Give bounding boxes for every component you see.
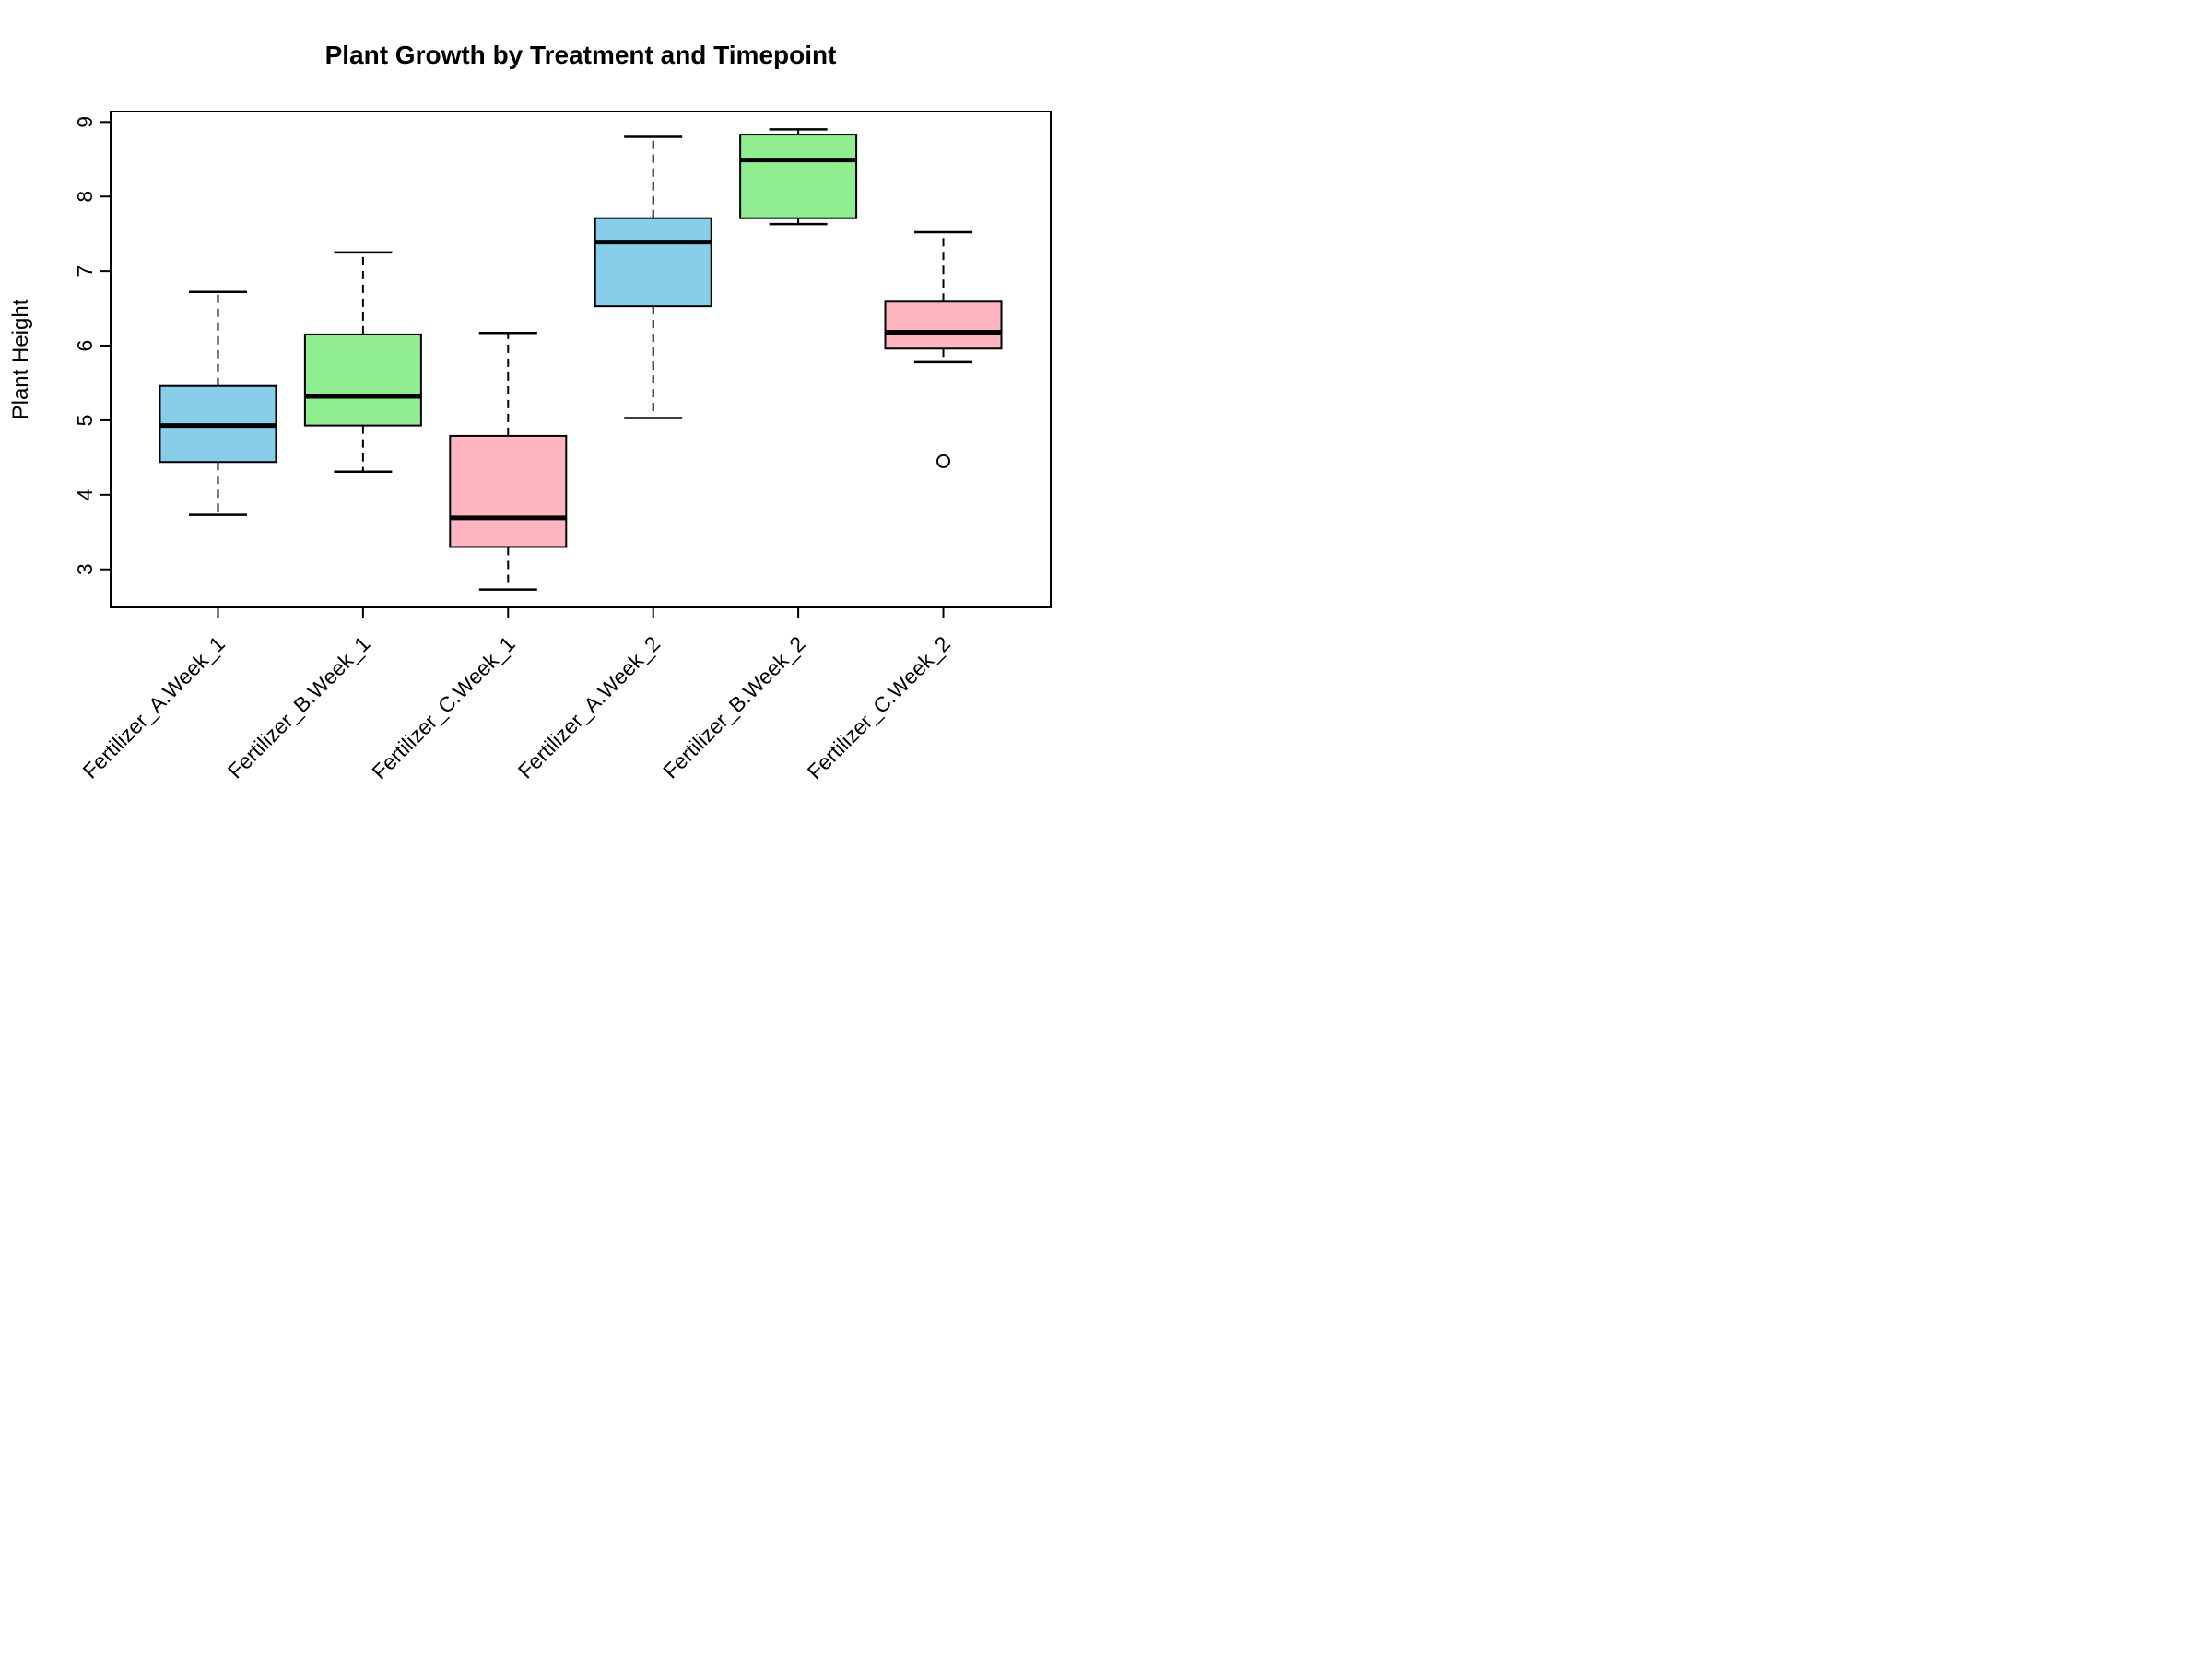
plot-border (110, 111, 1052, 608)
y-tick-label: 3 (73, 563, 97, 575)
y-tick-label: 8 (73, 191, 97, 203)
y-axis-title: Plant Height (8, 299, 33, 419)
x-tick-label: Fertilizer_C.Week_1 (367, 631, 519, 783)
box-rect (884, 300, 1003, 350)
y-tick-label: 6 (73, 340, 97, 352)
plot-area: 3456789Fertilizer_A.Week_1Fertilizer_B.W… (73, 111, 1052, 784)
box-rect (594, 217, 712, 308)
y-tick-label: 9 (73, 116, 97, 128)
y-tick-label: 4 (73, 488, 97, 500)
x-tick-label: Fertilizer_A.Week_2 (513, 631, 665, 783)
y-tick-label: 5 (73, 415, 97, 427)
boxplot-figure: Plant Growth by Treatment and Timepoint … (0, 0, 1106, 830)
box-rect (739, 134, 858, 219)
box-rect (449, 434, 568, 548)
x-tick-label: Fertilizer_B.Week_1 (223, 631, 375, 783)
x-tick-label: Fertilizer_B.Week_2 (658, 631, 810, 783)
outlier-point (936, 453, 951, 468)
box-rect (303, 333, 422, 427)
y-tick-label: 7 (73, 265, 97, 277)
x-tick-label: Fertilizer_C.Week_2 (803, 631, 955, 783)
boxplot-canvas: Plant Growth by Treatment and Timepoint … (8, 41, 1052, 784)
x-tick-label: Fertilizer_A.Week_1 (78, 631, 230, 783)
chart-title: Plant Growth by Treatment and Timepoint (325, 41, 837, 69)
